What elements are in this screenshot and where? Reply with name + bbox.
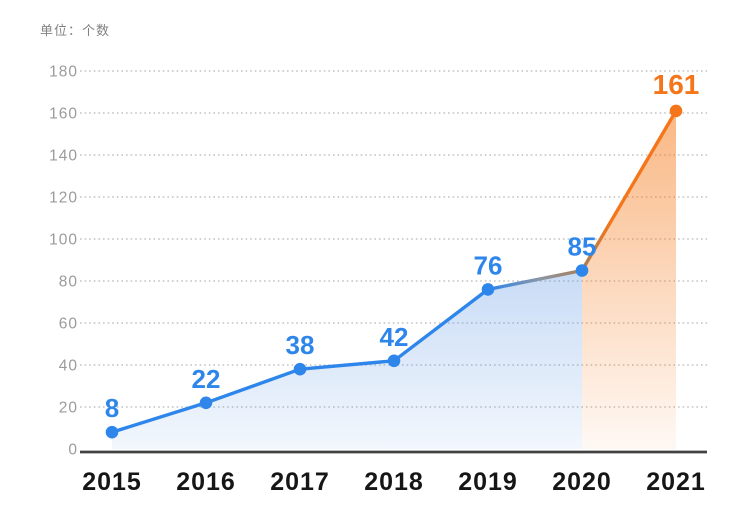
- x-year-label: 2021: [646, 468, 706, 496]
- y-axis-labels: 0 20 40 60 80 100 120 140 160 180: [49, 64, 78, 459]
- x-year-label: 2019: [458, 468, 518, 496]
- y-tick-label: 140: [49, 148, 78, 165]
- data-value-label: 42: [380, 322, 409, 352]
- data-value-label: 8: [105, 393, 119, 423]
- area-fills: [112, 110, 676, 450]
- x-year-label: 2016: [176, 468, 236, 496]
- y-tick-label: 60: [59, 316, 78, 333]
- data-labels: 8 22 38 42 76 85 161: [105, 69, 700, 423]
- x-axis-labels: 2015 2016 2017 2018 2019 2020 2021: [82, 468, 706, 496]
- y-tick-label: 120: [49, 190, 78, 207]
- data-point: [481, 283, 495, 296]
- unit-label: 单位：个数: [40, 23, 111, 38]
- x-year-label: 2017: [270, 468, 330, 496]
- data-value-label: 85: [568, 232, 597, 262]
- data-point: [199, 396, 213, 410]
- data-value-label: 161: [653, 69, 700, 100]
- x-year-label: 2018: [364, 468, 424, 496]
- y-tick-label: 20: [59, 400, 78, 417]
- area-fill-blue: [112, 270, 582, 449]
- y-tick-label: 160: [49, 106, 78, 123]
- area-fill-orange: [582, 110, 676, 450]
- data-point: [575, 264, 589, 277]
- data-point: [105, 425, 119, 439]
- y-tick-label: 0: [68, 442, 78, 459]
- data-point: [387, 354, 401, 368]
- x-year-label: 2015: [82, 468, 142, 496]
- data-value-label: 38: [286, 330, 315, 360]
- y-tick-label: 100: [49, 232, 78, 249]
- y-tick-label: 180: [49, 64, 78, 81]
- data-point: [669, 104, 683, 118]
- data-points: [105, 104, 683, 439]
- data-value-label: 22: [192, 364, 221, 394]
- data-point: [293, 362, 307, 376]
- x-year-label: 2020: [552, 468, 612, 496]
- data-value-label: 76: [474, 250, 503, 280]
- y-tick-label: 40: [59, 358, 78, 375]
- y-tick-label: 80: [59, 274, 78, 291]
